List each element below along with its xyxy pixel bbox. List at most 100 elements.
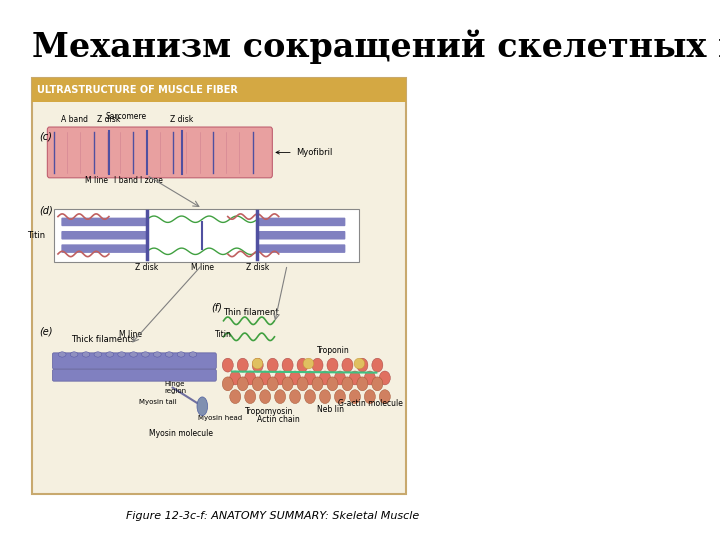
Circle shape — [312, 377, 323, 391]
Circle shape — [289, 371, 301, 385]
Ellipse shape — [354, 358, 364, 369]
Ellipse shape — [153, 352, 161, 357]
FancyBboxPatch shape — [258, 231, 346, 240]
Circle shape — [372, 377, 383, 391]
FancyBboxPatch shape — [61, 231, 148, 240]
Circle shape — [252, 377, 264, 391]
Ellipse shape — [189, 352, 197, 357]
Circle shape — [357, 358, 368, 372]
Ellipse shape — [71, 352, 78, 357]
Circle shape — [327, 358, 338, 372]
Circle shape — [230, 371, 240, 385]
Text: Titin: Titin — [215, 330, 232, 339]
Circle shape — [274, 371, 286, 385]
Circle shape — [267, 358, 278, 372]
Text: M line: M line — [85, 176, 108, 185]
Circle shape — [305, 390, 315, 403]
Text: M line: M line — [119, 330, 142, 339]
Circle shape — [379, 371, 390, 385]
Text: Troponin: Troponin — [317, 346, 350, 355]
Ellipse shape — [130, 352, 138, 357]
Circle shape — [297, 358, 308, 372]
Circle shape — [372, 358, 383, 372]
Circle shape — [237, 377, 248, 391]
Text: I zone: I zone — [140, 176, 163, 185]
Text: Z disk: Z disk — [246, 263, 269, 272]
Circle shape — [237, 358, 248, 372]
Text: ULTRASTRUCTURE OF MUSCLE FIBER: ULTRASTRUCTURE OF MUSCLE FIBER — [37, 85, 238, 94]
Circle shape — [282, 358, 293, 372]
Circle shape — [267, 377, 278, 391]
Circle shape — [260, 390, 271, 403]
Circle shape — [342, 358, 353, 372]
Circle shape — [245, 371, 256, 385]
Ellipse shape — [118, 352, 125, 357]
Ellipse shape — [177, 352, 185, 357]
Text: Sarcomere: Sarcomere — [105, 112, 146, 121]
FancyBboxPatch shape — [53, 353, 216, 369]
Circle shape — [364, 371, 375, 385]
Ellipse shape — [252, 358, 263, 369]
Ellipse shape — [166, 352, 173, 357]
Circle shape — [252, 358, 264, 372]
Circle shape — [305, 371, 315, 385]
FancyBboxPatch shape — [258, 218, 346, 226]
Circle shape — [282, 377, 293, 391]
Circle shape — [222, 358, 233, 372]
Text: Figure 12-3c-f: ANATOMY SUMMARY: Skeletal Muscle: Figure 12-3c-f: ANATOMY SUMMARY: Skeleta… — [125, 511, 419, 521]
Text: Myosin tail: Myosin tail — [139, 399, 176, 404]
Ellipse shape — [82, 352, 90, 357]
FancyBboxPatch shape — [61, 218, 148, 226]
Text: G-actin molecule: G-actin molecule — [338, 399, 403, 408]
Circle shape — [222, 377, 233, 391]
Circle shape — [312, 358, 323, 372]
Circle shape — [289, 390, 301, 403]
Text: M line: M line — [191, 263, 214, 272]
Circle shape — [230, 390, 240, 403]
Text: (d): (d) — [39, 206, 53, 216]
Circle shape — [245, 390, 256, 403]
Circle shape — [260, 371, 271, 385]
Text: Z disk: Z disk — [171, 114, 194, 124]
Circle shape — [274, 390, 286, 403]
Text: I band: I band — [114, 176, 138, 185]
Text: Механизм сокращений скелетных мышц: Механизм сокращений скелетных мышц — [32, 30, 720, 64]
FancyBboxPatch shape — [61, 244, 148, 253]
Text: (e): (e) — [39, 326, 53, 336]
Ellipse shape — [197, 397, 207, 416]
Text: Titin: Titin — [27, 231, 45, 240]
Ellipse shape — [303, 358, 314, 369]
FancyBboxPatch shape — [53, 369, 216, 381]
Text: Myosin molecule: Myosin molecule — [149, 429, 213, 438]
Ellipse shape — [106, 352, 114, 357]
Ellipse shape — [94, 352, 102, 357]
Circle shape — [349, 390, 361, 403]
Circle shape — [342, 377, 353, 391]
Circle shape — [364, 390, 375, 403]
Circle shape — [320, 371, 330, 385]
Text: Myosin head: Myosin head — [198, 415, 242, 421]
Text: A band: A band — [61, 114, 89, 124]
Text: (c): (c) — [39, 131, 52, 141]
Text: Neb lin: Neb lin — [317, 404, 344, 414]
Circle shape — [357, 377, 368, 391]
Text: Myofibril: Myofibril — [276, 148, 332, 157]
Circle shape — [320, 390, 330, 403]
FancyBboxPatch shape — [258, 244, 346, 253]
FancyBboxPatch shape — [32, 78, 406, 102]
FancyBboxPatch shape — [54, 208, 359, 262]
Text: Actin chain: Actin chain — [257, 415, 300, 424]
Ellipse shape — [58, 352, 66, 357]
Text: Thick filaments: Thick filaments — [71, 335, 135, 344]
Text: Tropomyosin: Tropomyosin — [245, 407, 293, 416]
Circle shape — [327, 377, 338, 391]
Text: (f): (f) — [211, 302, 222, 312]
Circle shape — [297, 377, 308, 391]
Text: Hinge
region: Hinge region — [164, 381, 186, 394]
Circle shape — [379, 390, 390, 403]
Circle shape — [349, 371, 361, 385]
FancyBboxPatch shape — [32, 78, 406, 495]
Circle shape — [335, 390, 346, 403]
Text: Z disk: Z disk — [97, 114, 121, 124]
FancyBboxPatch shape — [48, 127, 272, 178]
